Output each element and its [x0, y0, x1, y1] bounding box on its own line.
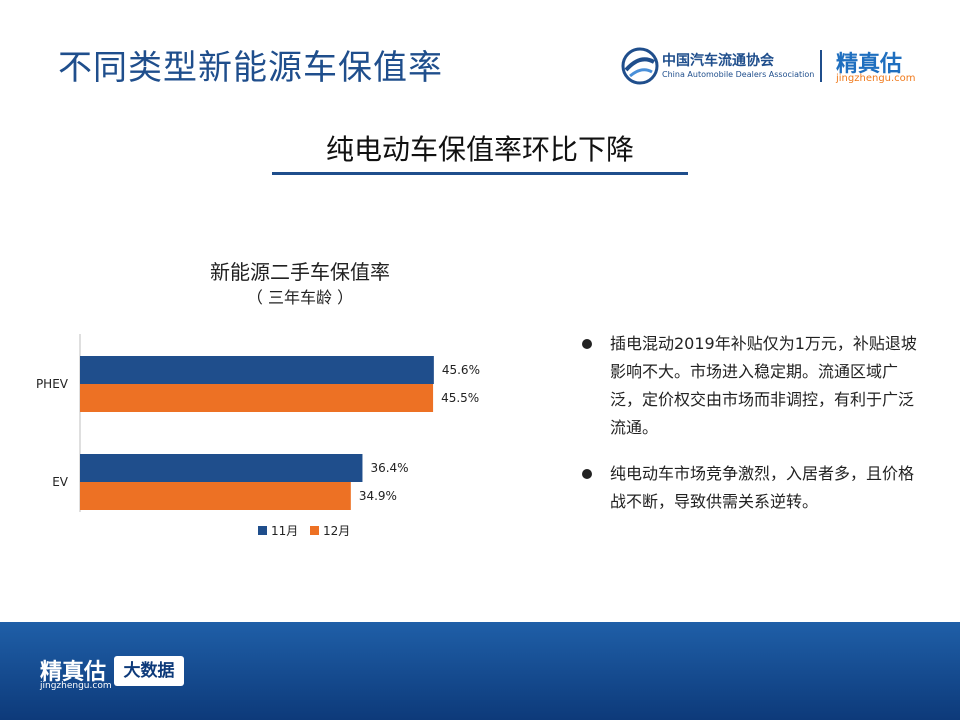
bullet-dot-icon: [582, 469, 592, 479]
section-subtitle: 纯电动车保值率环比下降: [325, 133, 634, 166]
bar-chart: PHEV 45.6% 45.5% EV 36.4% 34.9% 11月 12月: [36, 334, 480, 538]
brand-logo-en: jingzhengu.com: [836, 73, 916, 84]
footer-brand-cn: 精真估: [40, 660, 107, 685]
bar: [80, 454, 363, 482]
subtitle-underline: [272, 172, 688, 175]
bar: [80, 356, 434, 384]
bar: [80, 482, 351, 510]
bullet-text: 纯电动车市场竞争激烈，入居者多，且价格战不断，导致供需关系逆转。: [610, 464, 915, 511]
data-label: 36.4%: [370, 461, 408, 475]
data-label: 34.9%: [359, 489, 397, 503]
bullet-item: 纯电动车市场竞争激烈，入居者多，且价格战不断，导致供需关系逆转。: [578, 460, 918, 516]
cada-name-cn: 中国汽车流通协会: [662, 53, 774, 69]
chart-subtitle: （ 三年车龄 ）: [246, 288, 354, 307]
legend-swatch: [310, 526, 319, 535]
bullet-list: 插电混动2019年补贴仅为1万元，补贴退坡影响不大。市场进入稳定期。流通区域广泛…: [578, 330, 918, 534]
cada-emblem-icon: [621, 47, 659, 85]
bullet-text: 插电混动2019年补贴仅为1万元，补贴退坡影响不大。市场进入稳定期。流通区域广泛…: [610, 334, 917, 437]
legend-label: 12月: [323, 524, 350, 538]
legend-swatch: [258, 526, 267, 535]
logo-divider: [820, 50, 822, 82]
cada-logo: 中国汽车流通协会 China Automobile Dealers Associ…: [620, 46, 814, 86]
bullet-dot-icon: [582, 339, 592, 349]
cada-name-en: China Automobile Dealers Association: [662, 70, 815, 79]
bar: [80, 384, 434, 412]
brand-logo-cn: 精真估: [836, 52, 903, 77]
chart-title: 新能源二手车保值率: [210, 260, 390, 284]
category-label: PHEV: [36, 377, 69, 391]
data-label: 45.6%: [442, 363, 480, 377]
page-title: 不同类型新能源车保值率: [58, 48, 443, 88]
category-label: EV: [52, 475, 69, 489]
footer-brand-en: jingzhengu.com: [40, 681, 112, 691]
data-label: 45.5%: [441, 391, 479, 405]
bullet-item: 插电混动2019年补贴仅为1万元，补贴退坡影响不大。市场进入稳定期。流通区域广泛…: [578, 330, 918, 442]
footer-badge: 大数据: [114, 656, 184, 686]
legend-label: 11月: [271, 524, 298, 538]
